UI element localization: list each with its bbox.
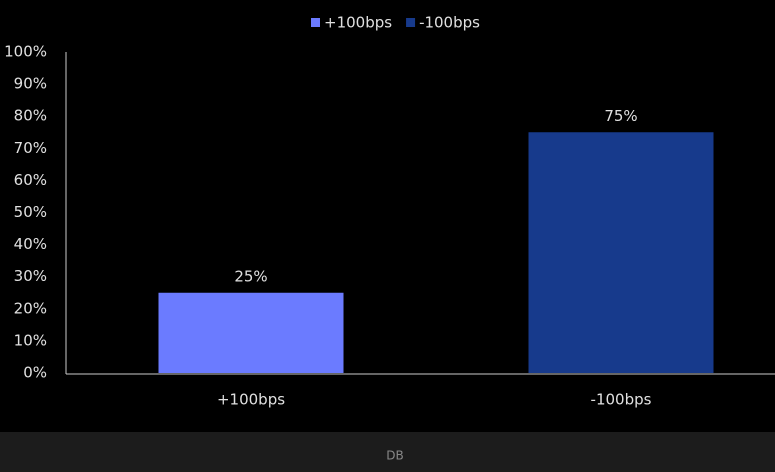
x-tick-label: +100bps: [217, 391, 285, 409]
y-tick-label: 90%: [14, 75, 47, 93]
y-tick-label: 70%: [14, 139, 47, 157]
legend-label: +100bps: [324, 14, 392, 32]
bar: [158, 292, 344, 373]
y-tick-label: 30%: [14, 267, 47, 285]
legend-label: -100bps: [419, 14, 480, 32]
y-tick-label: 10%: [14, 331, 47, 349]
y-tick-label: 50%: [14, 203, 47, 221]
y-tick-label: 80%: [14, 107, 47, 125]
legend-swatch: [406, 18, 416, 27]
y-tick-label: 20%: [14, 299, 47, 317]
data-label: 25%: [234, 267, 267, 285]
x-tick-label: -100bps: [591, 391, 652, 409]
legend-swatch: [311, 18, 320, 27]
y-tick-label: 0%: [23, 364, 47, 382]
footer-bar: [0, 432, 775, 472]
y-tick-label: 40%: [14, 235, 47, 253]
footer-text: DB: [386, 449, 403, 463]
y-tick-label: 100%: [4, 43, 47, 61]
y-tick-label: 60%: [14, 171, 47, 189]
bar: [528, 132, 714, 373]
data-label: 75%: [604, 107, 637, 125]
